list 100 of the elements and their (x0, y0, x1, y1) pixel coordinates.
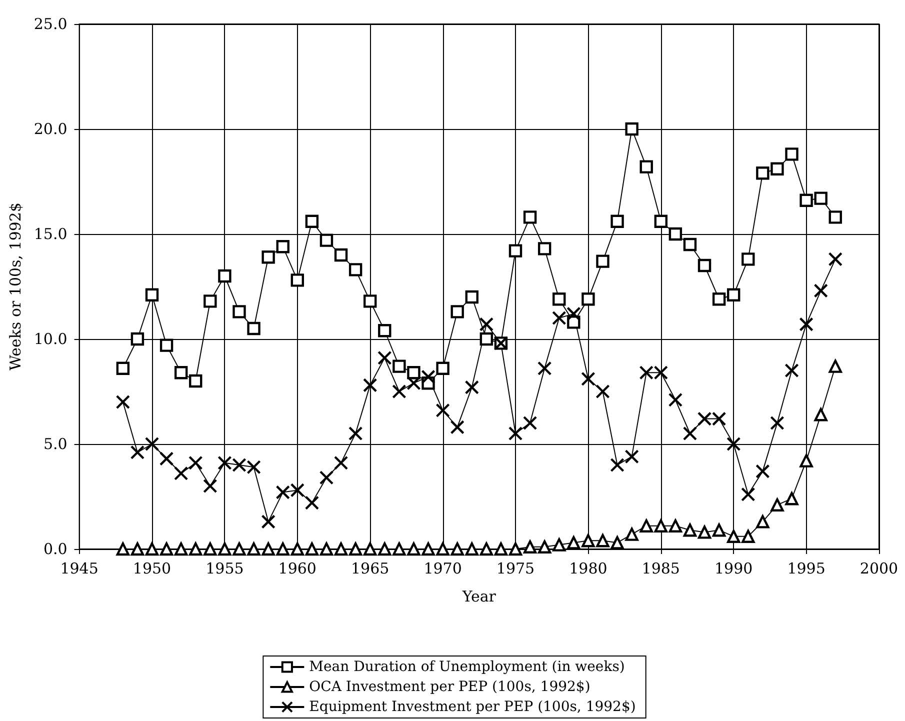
point (494, 542, 508, 556)
point (698, 526, 712, 539)
point (262, 542, 275, 556)
point (232, 305, 246, 318)
point (480, 332, 494, 346)
point (348, 426, 363, 441)
point (319, 470, 334, 485)
point (726, 436, 741, 452)
point (189, 542, 202, 556)
point (464, 380, 479, 394)
point (596, 534, 610, 548)
point (508, 244, 522, 258)
point (814, 284, 828, 298)
point (262, 250, 275, 264)
point (174, 542, 188, 556)
point (246, 460, 261, 474)
point (392, 360, 406, 373)
y-tick-label: 25.0 (34, 15, 68, 33)
point (581, 372, 596, 386)
point (364, 294, 377, 308)
point (654, 214, 668, 228)
point (799, 317, 814, 332)
y-tick-label: 15.0 (34, 225, 68, 243)
y-tick-label: 20.0 (34, 120, 68, 138)
point (625, 122, 638, 136)
point (218, 542, 232, 556)
x-tick-label: 1985 (642, 560, 680, 578)
point (392, 384, 406, 399)
point (682, 426, 698, 441)
point (625, 528, 638, 541)
point (144, 436, 160, 452)
point (159, 452, 174, 466)
x-axis-title: Year (461, 588, 497, 606)
point (261, 514, 276, 529)
point (654, 519, 668, 532)
point (450, 305, 464, 318)
point (450, 542, 464, 556)
point (479, 317, 494, 332)
point (130, 332, 144, 346)
point (640, 519, 653, 532)
point (436, 542, 450, 556)
point (174, 366, 188, 380)
point (348, 542, 362, 556)
point (668, 392, 683, 407)
point (130, 445, 145, 460)
point (522, 416, 538, 430)
point (800, 194, 813, 207)
point (290, 274, 304, 287)
point (218, 269, 232, 283)
point (363, 378, 378, 392)
point (654, 366, 668, 380)
point (320, 542, 334, 556)
point (116, 542, 130, 556)
point (189, 374, 202, 388)
point (334, 248, 348, 262)
point (174, 466, 188, 480)
point (640, 160, 653, 174)
x-tick-label: 1975 (496, 560, 535, 578)
point (304, 496, 320, 510)
point (828, 210, 842, 224)
point (480, 542, 494, 556)
point (756, 515, 770, 528)
point (204, 294, 217, 308)
point (697, 412, 712, 426)
y-axis-title: Weeks or 100s, 1992$ (6, 202, 24, 371)
x-tick-label: 1960 (278, 560, 316, 578)
x-tick-label: 1945 (60, 560, 98, 578)
point (116, 394, 130, 410)
point (276, 240, 290, 254)
point (334, 456, 348, 470)
point (232, 542, 246, 556)
point (756, 464, 770, 478)
point (290, 483, 304, 498)
point (145, 542, 159, 556)
point (204, 542, 217, 556)
point (785, 492, 798, 506)
point (450, 420, 464, 434)
point (785, 148, 798, 161)
point (596, 384, 610, 399)
legend-label: OCA Investment per PEP (100s, 1992$) (309, 679, 590, 695)
point (392, 542, 406, 556)
point (276, 485, 290, 500)
point (160, 542, 174, 556)
point (610, 536, 624, 550)
point (130, 542, 144, 556)
point (116, 362, 130, 375)
point (828, 360, 842, 373)
point (145, 288, 159, 302)
point (465, 542, 478, 556)
point (364, 542, 377, 556)
point (698, 258, 712, 272)
point (348, 263, 362, 276)
point (712, 524, 726, 537)
point (188, 456, 203, 470)
point (378, 542, 392, 556)
point (683, 524, 697, 537)
point (305, 214, 319, 228)
point (668, 519, 682, 532)
point (508, 426, 523, 441)
point (712, 412, 726, 426)
